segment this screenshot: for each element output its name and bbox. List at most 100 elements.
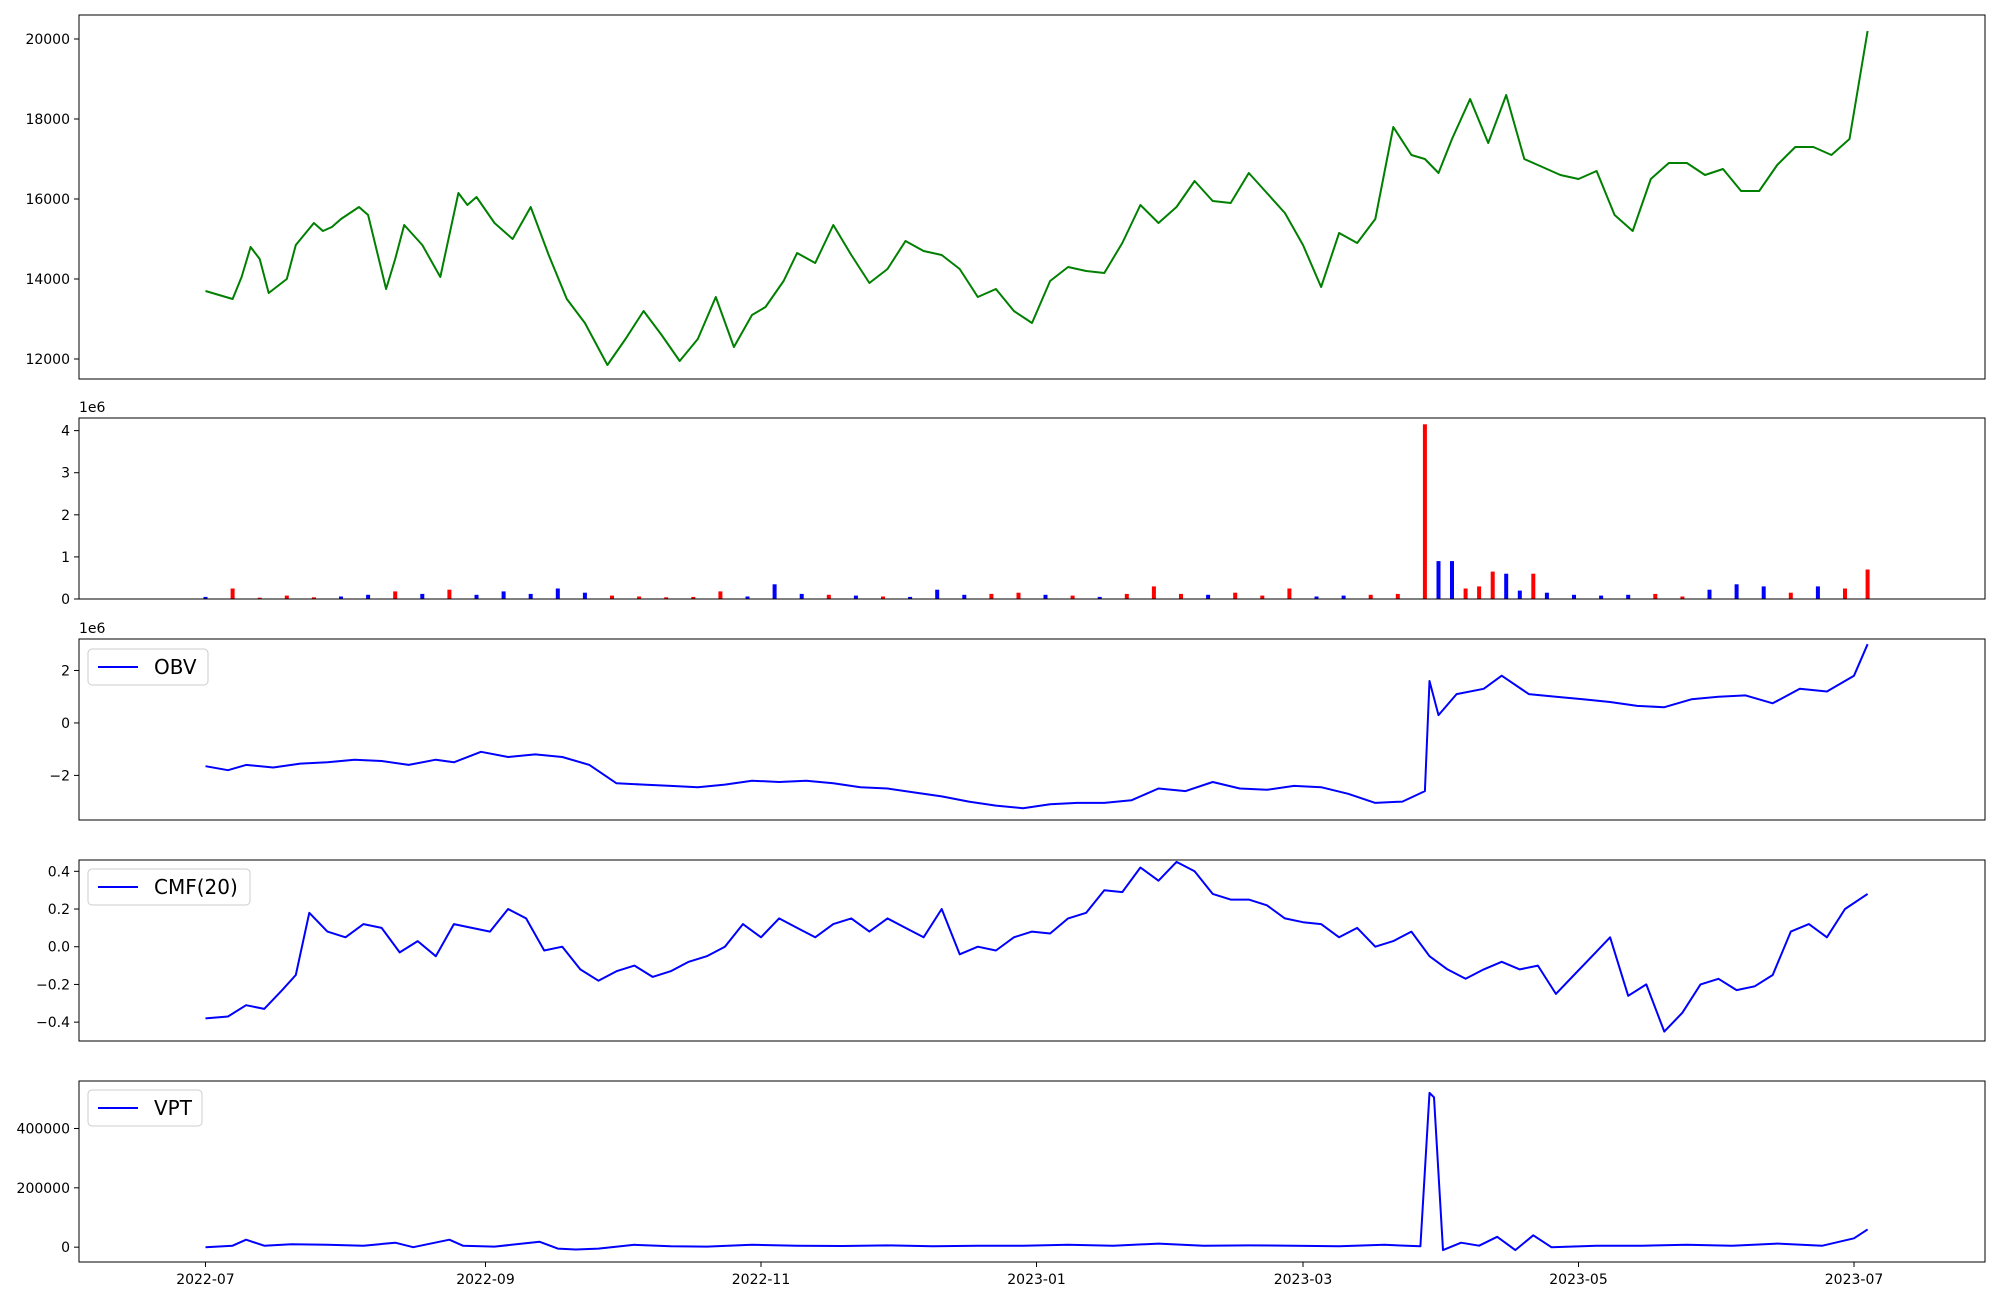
price-line: [205, 30, 1869, 366]
volume-bar: [1626, 594, 1631, 599]
volume-chart: 0 1 2 3 4 1e6: [61, 400, 1986, 608]
volume-bar: [1504, 573, 1509, 599]
vpt-ytick-label: 0: [61, 1240, 70, 1256]
volume-ytick-label: 3: [61, 466, 70, 482]
volume-bar: [1260, 595, 1265, 599]
volume-ytick-label: 4: [61, 424, 70, 440]
vpt-xtick-label: 2022-09: [456, 1272, 515, 1288]
volume-bar: [745, 596, 750, 599]
volume-bar: [230, 588, 235, 599]
volume-bar: [1422, 424, 1427, 599]
volume-bar: [691, 596, 696, 599]
volume-bar: [1097, 596, 1102, 599]
vpt-legend-label: VPT: [154, 1096, 193, 1120]
volume-bar: [1206, 594, 1211, 599]
volume-bar: [420, 593, 425, 599]
volume-bar: [1043, 594, 1048, 599]
volume-bar: [1151, 586, 1156, 599]
volume-bar: [1653, 593, 1658, 599]
volume-bar: [1815, 586, 1820, 599]
vpt-xtick-label: 2023-01: [1007, 1272, 1066, 1288]
cmf-legend-label: CMF(20): [154, 875, 238, 899]
volume-bar: [257, 597, 262, 599]
obv-offset-label: 1e6: [79, 621, 106, 637]
volume-bar: [284, 595, 289, 599]
volume-bar: [935, 589, 940, 599]
volume-bar: [826, 594, 831, 599]
volume-ytick-label: 2: [61, 508, 70, 524]
cmf-chart: −0.4 −0.2 0.0 0.2 0.4 CMF(20): [36, 859, 1986, 1042]
vpt-chart-frame: [78, 1080, 1986, 1263]
volume-bar: [989, 593, 994, 599]
volume-bar: [610, 595, 614, 599]
volume-bar: [1680, 596, 1685, 599]
cmf-ytick-label: −0.4: [36, 1015, 70, 1031]
volume-bar: [474, 594, 479, 599]
volume-bar: [1314, 596, 1319, 599]
vpt-xtick-label: 2022-11: [732, 1272, 791, 1288]
obv-legend: OBV: [87, 648, 209, 686]
price-ytick-label: 20000: [25, 32, 70, 48]
cmf-ytick-label: 0.0: [48, 940, 70, 956]
price-chart-frame: [78, 14, 1986, 380]
obv-chart-frame: [78, 638, 1986, 821]
volume-bar: [1734, 584, 1739, 599]
cmf-line: [205, 860, 1869, 1033]
volume-bar: [1707, 589, 1712, 599]
volume-bar: [853, 595, 858, 599]
volume-bar: [1070, 595, 1075, 599]
volume-bar: [1531, 573, 1536, 599]
vpt-ytick-label: 200000: [17, 1181, 70, 1197]
volume-bar: [1463, 588, 1468, 599]
volume-bar: [555, 588, 560, 599]
cmf-ytick-label: 0.4: [48, 864, 70, 880]
volume-bar: [799, 593, 804, 599]
volume-bar: [582, 592, 587, 599]
obv-legend-label: OBV: [154, 655, 197, 679]
volume-bar: [1233, 592, 1238, 599]
cmf-ytick-label: 0.2: [48, 902, 70, 918]
volume-bar: [1843, 588, 1847, 599]
price-ytick-label: 12000: [25, 352, 70, 368]
volume-bar: [1572, 594, 1576, 599]
volume-bar: [718, 591, 723, 599]
volume-bar: [1865, 569, 1870, 599]
volume-bar: [1788, 592, 1793, 599]
volume-chart-frame: [78, 417, 1986, 600]
volume-ytick-label: 0: [61, 592, 70, 608]
volume-bar: [447, 589, 452, 599]
volume-bar: [203, 596, 208, 599]
obv-legend-box: [87, 648, 209, 686]
volume-bar: [366, 594, 371, 599]
obv-ytick-label: −2: [49, 768, 70, 784]
volume-bar: [1761, 586, 1766, 599]
volume-bar: [1341, 595, 1346, 599]
volume-bar: [528, 593, 533, 599]
volume-bar: [1287, 588, 1292, 599]
vpt-chart: 0 200000 400000 2022-07 2022-09 2022-11 2023-…: [17, 1080, 1986, 1288]
price-ytick-label: 16000: [25, 192, 70, 208]
volume-bar: [339, 596, 343, 599]
vpt-xtick-label: 2022-07: [176, 1272, 235, 1288]
volume-bar: [1599, 595, 1604, 599]
vpt-xtick-label: 2023-05: [1549, 1272, 1608, 1288]
vpt-legend-box: [87, 1089, 203, 1127]
cmf-ytick-label: −0.2: [36, 977, 70, 993]
volume-bar: [637, 596, 642, 599]
cmf-legend-box: [87, 868, 251, 906]
cmf-legend: CMF(20): [87, 868, 251, 906]
volume-bar: [1016, 592, 1021, 599]
volume-bar: [1436, 561, 1441, 599]
volume-bar: [772, 584, 777, 599]
obv-ytick-label: 2: [61, 663, 70, 679]
price-chart: 12000 14000 16000 18000 20000: [25, 14, 1986, 380]
volume-bar: [1124, 593, 1129, 599]
volume-bar: [1368, 594, 1373, 599]
vpt-legend: VPT: [87, 1089, 203, 1127]
vpt-xtick-label: 2023-03: [1274, 1272, 1333, 1288]
vpt-ytick-label: 400000: [17, 1121, 70, 1137]
volume-offset-label: 1e6: [79, 400, 106, 416]
volume-bar: [962, 594, 967, 599]
